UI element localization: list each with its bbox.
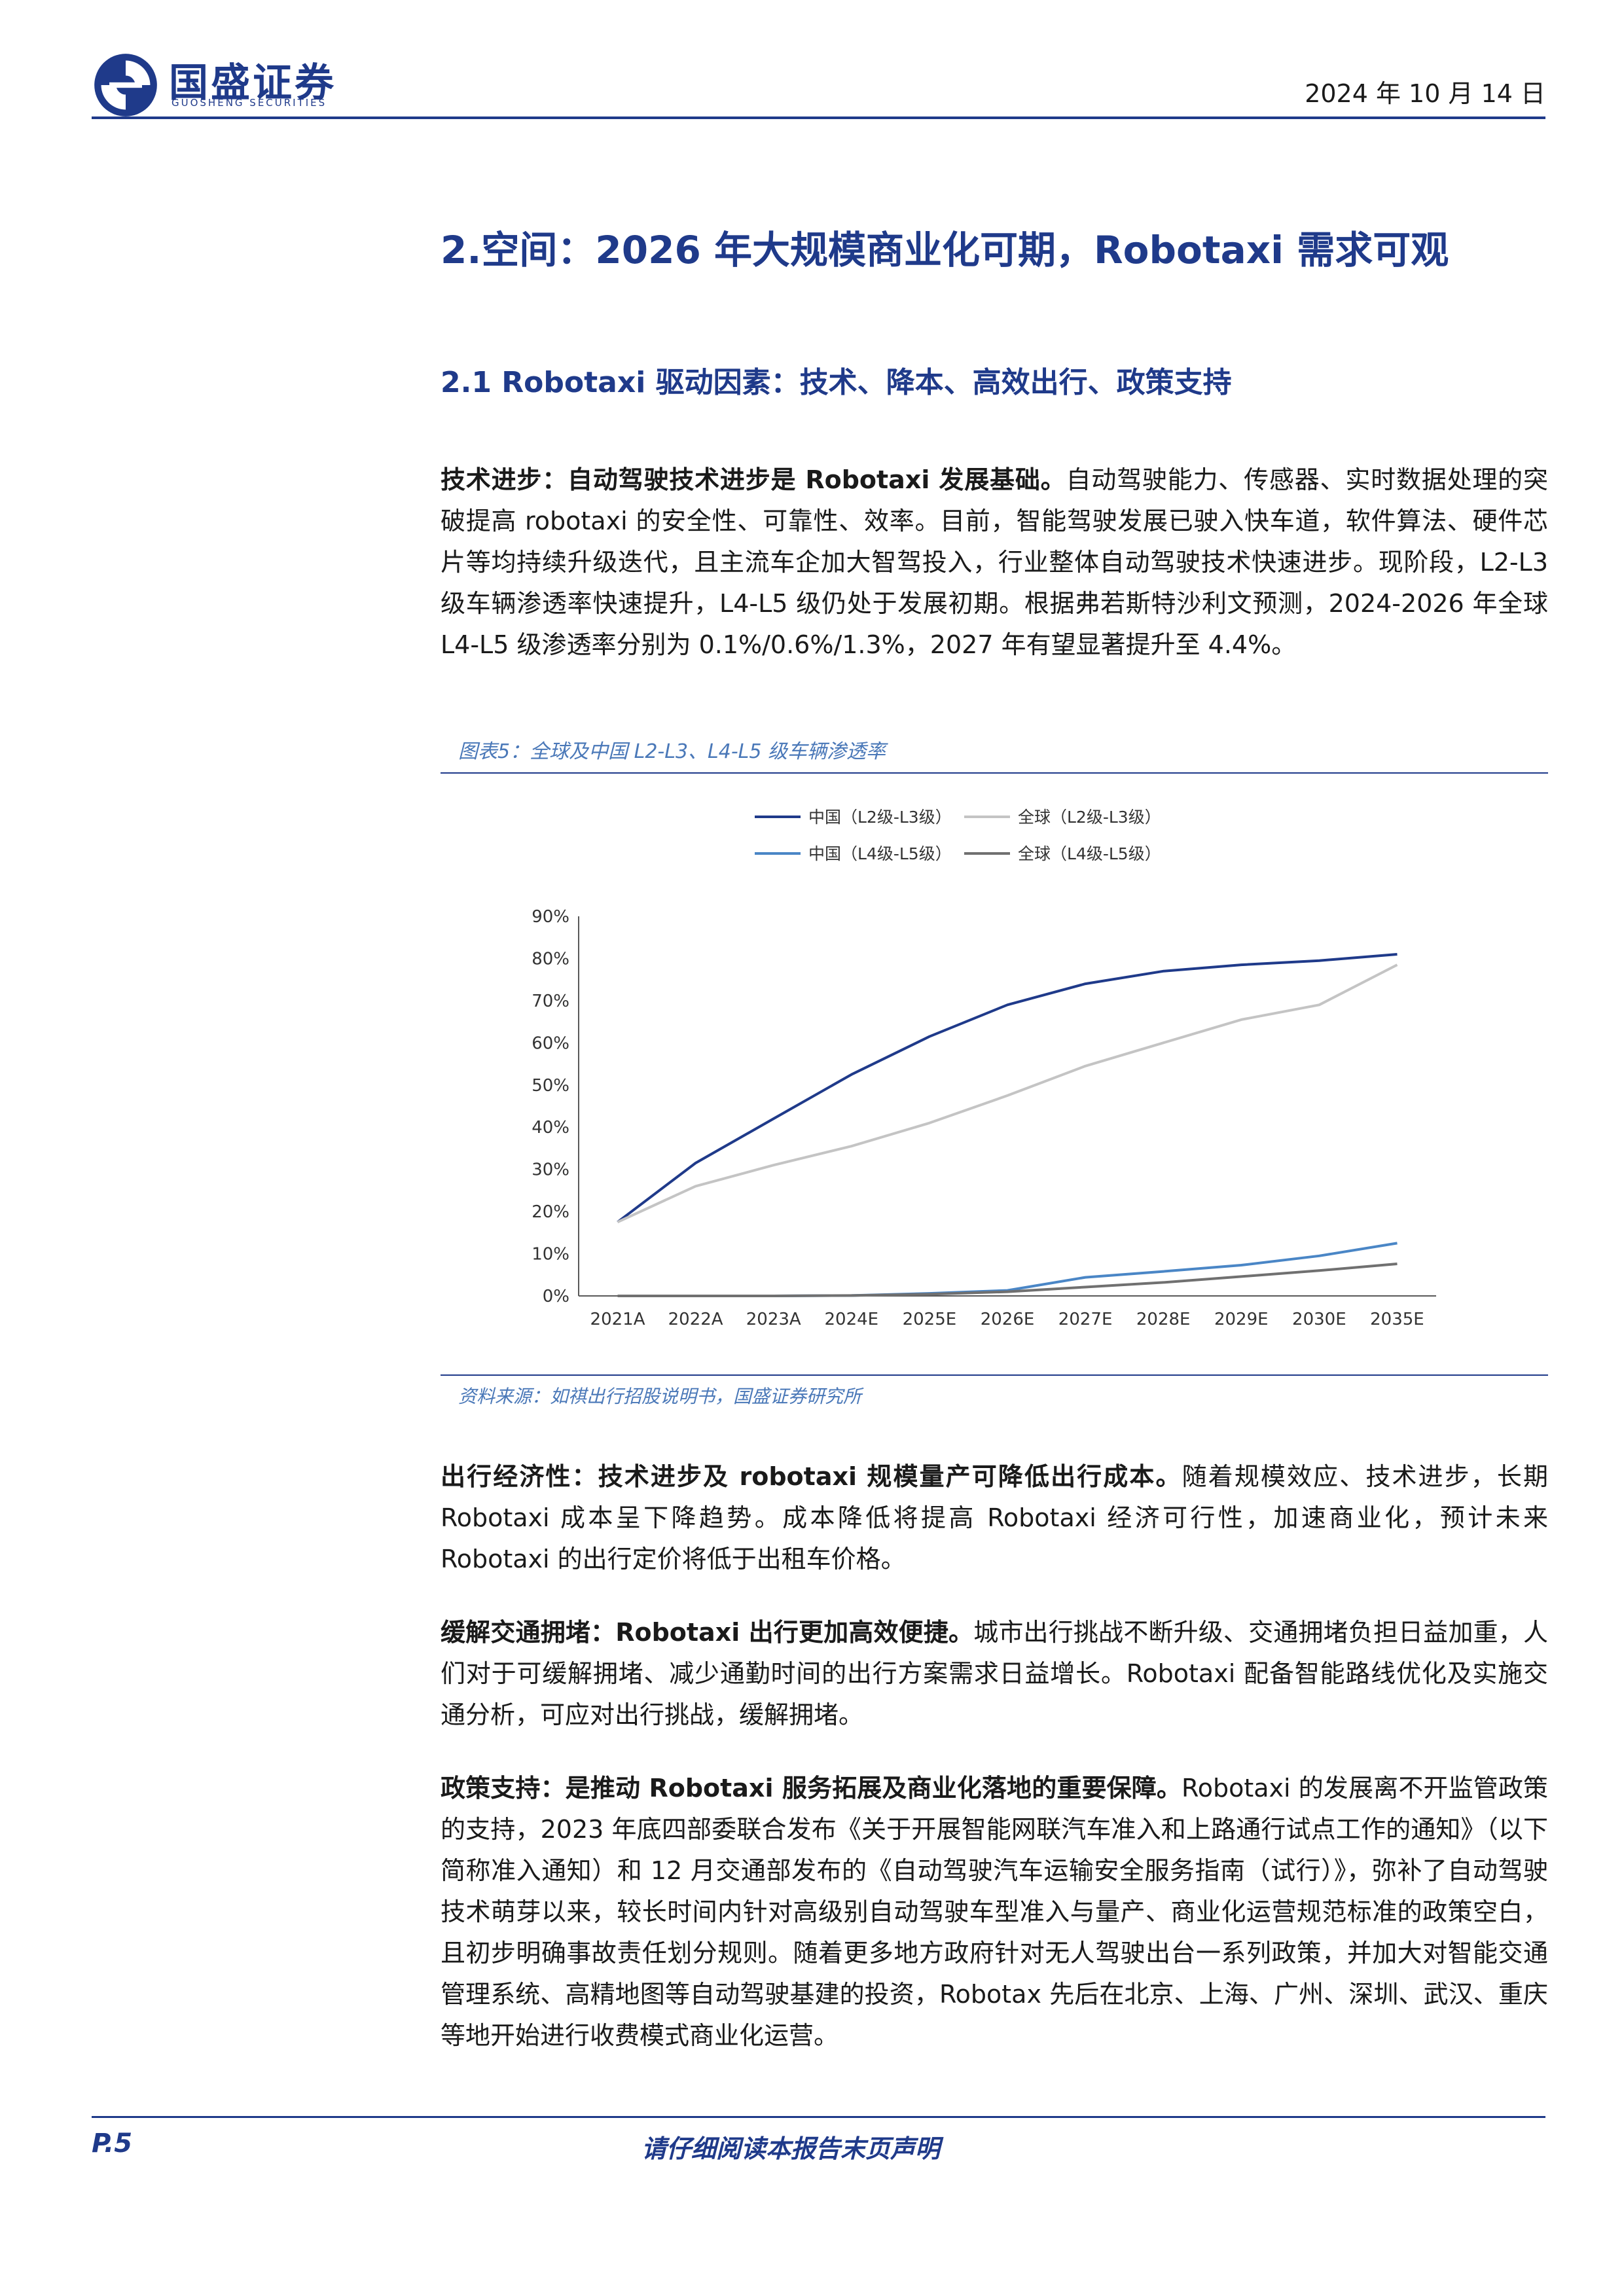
subsection-title: 2.1 Robotaxi 驱动因素：技术、降本、高效出行、政策支持 [441, 366, 1232, 399]
x-axis-ticks: 2021A 2022A 2023A 2024E 2025E 2026E 2027E 2028E… [590, 1310, 1424, 1329]
y-tick-label: 60% [532, 1033, 569, 1053]
y-tick-label: 20% [532, 1202, 569, 1222]
legend-label: 中国（L4级-L5级） [808, 844, 952, 863]
paragraph-lead: 缓解交通拥堵：Robotaxi 出行更加高效便捷。 [441, 1618, 974, 1647]
y-tick-label: 50% [532, 1076, 569, 1096]
paragraph-body: Robotaxi 的发展离不开监管政策的支持，2023 年底四部委联合发布《关于… [441, 1774, 1548, 2050]
y-tick-label: 0% [543, 1287, 569, 1306]
company-name: 国盛证券 [169, 60, 336, 106]
y-tick-label: 90% [532, 907, 569, 927]
header-divider [92, 117, 1545, 119]
paragraph-body: 随着规模效应、技术进步，长期 Robotaxi 成本呈下降趋势。成本降低将提高 … [441, 1462, 1548, 1573]
company-logo-icon [94, 54, 157, 117]
report-date: 2024 年 10 月 14 日 [1305, 79, 1545, 108]
legend-label: 中国（L2级-L3级） [808, 808, 952, 827]
paragraph-lead: 技术进步：自动驾驶技术进步是 Robotaxi 发展基础。 [441, 465, 1066, 494]
x-tick-label: 2024E [825, 1310, 879, 1329]
company-name-en: GUOSHENG SECURITIES [171, 97, 327, 109]
x-tick-label: 2028E [1136, 1310, 1191, 1329]
paragraph-tech-progress: 技术进步：自动驾驶技术进步是 Robotaxi 发展基础。自动驾驶能力、传感器、… [441, 459, 1548, 666]
y-axis-ticks: 0% 10% 20% 30% 40% 50% 60% 70% 80% 90% [532, 907, 569, 1306]
x-tick-label: 2025E [903, 1310, 957, 1329]
x-tick-label: 2026E [981, 1310, 1035, 1329]
paragraph-policy-support: 政策支持：是推动 Robotaxi 服务拓展及商业化落地的重要保障。Robota… [441, 1768, 1548, 2056]
figure-bottom-divider [441, 1374, 1548, 1376]
y-tick-label: 10% [532, 1245, 569, 1265]
chart-series [617, 953, 1398, 1297]
figure-top-divider [441, 772, 1548, 774]
x-tick-label: 2023A [746, 1310, 801, 1329]
section-title: 2.空间：2026 年大规模商业化可期，Robotaxi 需求可观 [441, 228, 1449, 272]
y-tick-label: 80% [532, 949, 569, 969]
paragraph-body: 自动驾驶能力、传感器、实时数据处理的突破提高 robotaxi 的安全性、可靠性… [441, 465, 1548, 659]
chart-legend: 中国（L2级-L3级） 全球（L2级-L3级） 中国（L4级-L5级） 全球（L4级-… [755, 808, 1161, 863]
series-line-4 [617, 1263, 1398, 1297]
series-line-1 [617, 953, 1398, 1223]
chart-axes [578, 916, 1436, 1297]
y-tick-label: 30% [532, 1160, 569, 1180]
figure-caption: 图表5：全球及中国 L2-L3、L4-L5 级车辆渗透率 [458, 740, 886, 763]
series-line-3 [617, 1242, 1398, 1297]
y-tick-label: 70% [532, 992, 569, 1011]
x-tick-label: 2035E [1370, 1310, 1424, 1329]
series-line-2 [617, 963, 1398, 1224]
page-number: P.5 [92, 2128, 133, 2159]
x-tick-label: 2030E [1292, 1310, 1346, 1329]
x-tick-label: 2029E [1214, 1310, 1269, 1329]
paragraph-traffic-relief: 缓解交通拥堵：Robotaxi 出行更加高效便捷。城市出行挑战不断升级、交通拥堵… [441, 1612, 1548, 1736]
legend-label: 全球（L4级-L5级） [1018, 844, 1161, 863]
legend-label: 全球（L2级-L3级） [1018, 808, 1161, 827]
paragraph-body: 城市出行挑战不断升级、交通拥堵负担日益加重，人们对于可缓解拥堵、减少通勤时间的出… [441, 1618, 1548, 1729]
paragraph-lead: 出行经济性：技术进步及 robotaxi 规模量产可降低出行成本。 [441, 1462, 1182, 1491]
footer-divider [92, 2116, 1545, 2118]
y-tick-label: 40% [532, 1118, 569, 1138]
penetration-line-chart: 中国（L2级-L3级） 全球（L2级-L3级） 中国（L4级-L5级） 全球（L4级-… [532, 808, 1436, 1329]
paragraph-lead: 政策支持：是推动 Robotaxi 服务拓展及商业化落地的重要保障。 [441, 1774, 1182, 1803]
x-tick-label: 2022A [668, 1310, 723, 1329]
x-tick-label: 2027E [1058, 1310, 1113, 1329]
figure-source: 资料来源：如祺出行招股说明书，国盛证券研究所 [458, 1386, 862, 1407]
paragraph-travel-economy: 出行经济性：技术进步及 robotaxi 规模量产可降低出行成本。随着规模效应、… [441, 1456, 1548, 1580]
x-tick-label: 2021A [590, 1310, 645, 1329]
footer-disclaimer: 请仔细阅读本报告末页声明 [641, 2134, 941, 2163]
